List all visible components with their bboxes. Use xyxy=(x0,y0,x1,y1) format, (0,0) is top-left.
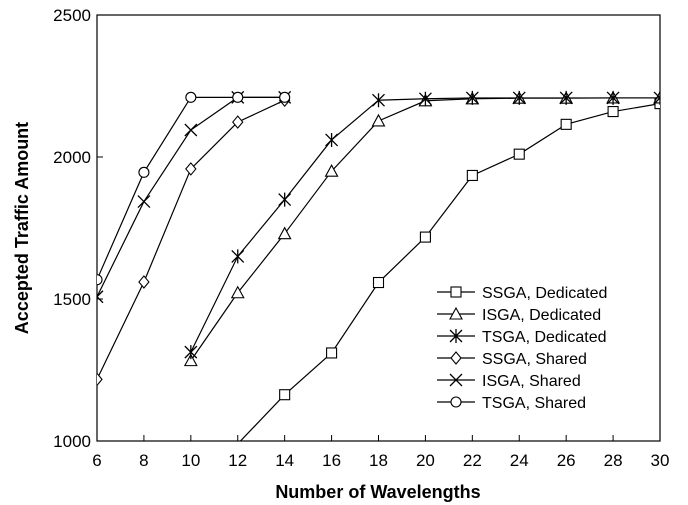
data-point-star xyxy=(653,90,660,105)
legend-entry: TSGA, Shared xyxy=(437,395,586,412)
data-point-square xyxy=(560,118,572,130)
series-isga-shared xyxy=(97,90,292,304)
x-axis: 6 8 10 12 14 16 18 20 22 24 26 28 30 xyxy=(92,435,669,470)
data-point-circle xyxy=(97,274,103,286)
series-ssga-dedicated xyxy=(239,98,660,441)
series-isga-dedicated xyxy=(183,90,660,367)
data-point-triangle xyxy=(183,353,198,367)
data-point-star xyxy=(372,93,385,108)
legend-entry: TSGA, Dedicated xyxy=(437,329,607,346)
data-point-square xyxy=(607,106,619,118)
x-tick-label: 30 xyxy=(651,451,670,470)
x-tick-label: 26 xyxy=(557,451,576,470)
data-point-circle xyxy=(138,166,150,178)
legend-label: SSGA, Dedicated xyxy=(482,285,607,302)
x-tick-label: 10 xyxy=(181,451,200,470)
data-point-star xyxy=(606,90,620,105)
data-point-diamond xyxy=(138,275,150,289)
series-line xyxy=(97,96,285,297)
data-point-star xyxy=(559,90,573,105)
data-point-circle xyxy=(450,396,462,408)
y-axis-title: Accepted Traffic Amount xyxy=(12,122,32,334)
data-point-triangle xyxy=(277,226,292,240)
data-point-triangle xyxy=(371,113,386,127)
data-point-diamond xyxy=(450,351,462,365)
data-point-star xyxy=(512,90,526,105)
y-tick-label: 1000 xyxy=(53,432,91,451)
legend-label: ISGA, Shared xyxy=(482,373,581,390)
legend-label: TSGA, Dedicated xyxy=(482,329,607,346)
data-point-star xyxy=(418,91,432,106)
series-tsga-dedicated xyxy=(184,90,660,360)
x-tick-label: 16 xyxy=(322,451,341,470)
data-point-square xyxy=(372,276,385,289)
data-point-square xyxy=(279,389,291,401)
x-tick-label: 22 xyxy=(463,451,482,470)
data-point-square xyxy=(326,347,338,359)
data-point-star xyxy=(325,132,339,147)
y-tick-label: 1500 xyxy=(53,290,91,309)
y-axis: 1000 1500 2000 2500 xyxy=(53,6,103,451)
data-point-star xyxy=(465,90,479,105)
data-point-circle xyxy=(232,91,244,103)
data-point-triangle xyxy=(449,306,463,320)
series-line xyxy=(239,103,660,441)
data-point-square xyxy=(513,148,525,160)
series-tsga-shared xyxy=(97,91,291,286)
data-point-star xyxy=(231,249,245,264)
legend-entry: SSGA, Dedicated xyxy=(437,285,607,302)
legend-label: TSGA, Shared xyxy=(482,395,586,412)
legend-label: ISGA, Dedicated xyxy=(482,307,601,324)
x-tick-label: 8 xyxy=(139,451,148,470)
y-tick-label: 2000 xyxy=(53,148,91,167)
x-tick-label: 6 xyxy=(92,451,101,470)
x-tick-label: 24 xyxy=(510,451,529,470)
legend-entry: ISGA, Dedicated xyxy=(437,306,601,324)
legend-label: SSGA, Shared xyxy=(482,351,587,368)
data-point-triangle xyxy=(230,285,245,299)
y-tick-label: 2500 xyxy=(53,6,91,25)
x-tick-label: 18 xyxy=(369,451,388,470)
data-point-x xyxy=(449,373,463,387)
legend-entry: SSGA, Shared xyxy=(437,351,587,368)
data-point-triangle xyxy=(324,164,339,177)
data-point-star xyxy=(278,192,292,207)
data-point-star xyxy=(184,345,198,360)
data-point-square xyxy=(419,231,431,243)
series-ssga-shared xyxy=(97,93,291,387)
legend: SSGA, Dedicated ISGA, Dedicated TSGA, Dedi… xyxy=(437,285,607,412)
x-axis-title: Number of Wavelengths xyxy=(275,482,480,502)
legend-entry: ISGA, Shared xyxy=(437,373,581,390)
data-point-circle xyxy=(185,91,197,103)
x-tick-label: 28 xyxy=(604,451,623,470)
data-point-diamond xyxy=(97,372,103,387)
data-point-x xyxy=(137,195,151,209)
data-point-x xyxy=(184,123,198,137)
data-point-star xyxy=(449,329,463,343)
data-point-square xyxy=(450,286,462,298)
data-point-circle xyxy=(279,91,291,103)
data-point-diamond xyxy=(232,115,244,129)
data-point-x xyxy=(97,290,104,304)
data-point-square xyxy=(466,169,478,182)
series-line xyxy=(97,96,285,280)
series-layer xyxy=(97,90,660,441)
x-tick-label: 12 xyxy=(228,451,247,470)
data-point-diamond xyxy=(185,162,197,176)
x-tick-label: 14 xyxy=(275,451,294,470)
x-tick-label: 20 xyxy=(416,451,435,470)
